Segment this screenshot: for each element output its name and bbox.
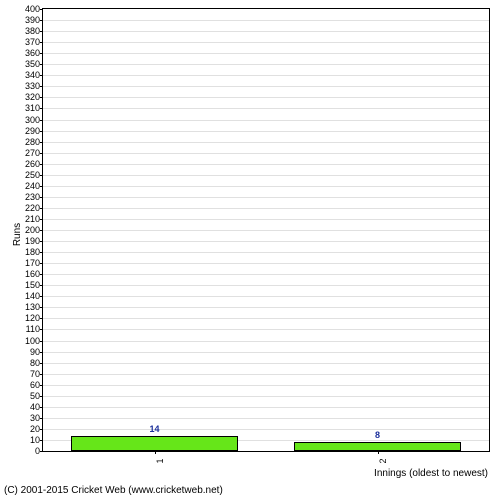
y-tick-label: 60 bbox=[30, 380, 43, 390]
grid-line bbox=[43, 318, 489, 319]
y-tick-label: 140 bbox=[25, 291, 43, 301]
grid-line bbox=[43, 341, 489, 342]
grid-line bbox=[43, 429, 489, 430]
grid-line bbox=[43, 197, 489, 198]
grid-line bbox=[43, 274, 489, 275]
grid-line bbox=[43, 75, 489, 76]
y-tick-label: 10 bbox=[30, 435, 43, 445]
y-tick-label: 260 bbox=[25, 159, 43, 169]
grid-line bbox=[43, 352, 489, 353]
grid-line bbox=[43, 97, 489, 98]
y-tick-label: 30 bbox=[30, 413, 43, 423]
grid-line bbox=[43, 31, 489, 32]
grid-line bbox=[43, 385, 489, 386]
grid-line bbox=[43, 241, 489, 242]
x-tick-mark bbox=[155, 451, 156, 454]
y-tick-label: 130 bbox=[25, 302, 43, 312]
y-tick-label: 340 bbox=[25, 70, 43, 80]
grid-line bbox=[43, 175, 489, 176]
y-tick-label: 320 bbox=[25, 92, 43, 102]
grid-line bbox=[43, 64, 489, 65]
grid-line bbox=[43, 252, 489, 253]
grid-line bbox=[43, 186, 489, 187]
y-tick-label: 70 bbox=[30, 369, 43, 379]
y-tick-label: 20 bbox=[30, 424, 43, 434]
bar bbox=[294, 442, 461, 451]
bar-value-label: 14 bbox=[149, 424, 159, 434]
x-tick-mark bbox=[378, 451, 379, 454]
grid-line bbox=[43, 42, 489, 43]
grid-line bbox=[43, 131, 489, 132]
grid-line bbox=[43, 407, 489, 408]
chart-container: 0102030405060708090100 110120130140150160… bbox=[0, 0, 500, 500]
y-tick-label: 90 bbox=[30, 347, 43, 357]
y-tick-label: 40 bbox=[30, 402, 43, 412]
grid-line bbox=[43, 263, 489, 264]
y-tick-label: 200 bbox=[25, 225, 43, 235]
y-tick-label: 280 bbox=[25, 137, 43, 147]
x-axis-title: Innings (oldest to newest) bbox=[374, 468, 488, 479]
y-axis-title: Runs bbox=[12, 223, 23, 246]
plot-area: 0102030405060708090100110120130140150160… bbox=[42, 8, 490, 452]
y-tick-label: 270 bbox=[25, 148, 43, 158]
grid-line bbox=[43, 20, 489, 21]
y-tick-label: 310 bbox=[25, 103, 43, 113]
y-tick-label: 290 bbox=[25, 126, 43, 136]
y-tick-label: 110 bbox=[26, 324, 43, 334]
y-tick-label: 230 bbox=[25, 192, 43, 202]
y-tick-label: 390 bbox=[25, 15, 43, 25]
grid-line bbox=[43, 374, 489, 375]
grid-line bbox=[43, 208, 489, 209]
grid-line bbox=[43, 219, 489, 220]
y-tick-label: 170 bbox=[25, 258, 43, 268]
y-tick-label: 100 bbox=[25, 336, 43, 346]
y-tick-label: 150 bbox=[25, 280, 43, 290]
grid-line bbox=[43, 86, 489, 87]
grid-line bbox=[43, 230, 489, 231]
y-tick-label: 50 bbox=[30, 391, 43, 401]
grid-line bbox=[43, 418, 489, 419]
y-tick-label: 0 bbox=[35, 446, 43, 456]
grid-line bbox=[43, 285, 489, 286]
y-tick-label: 300 bbox=[25, 115, 43, 125]
grid-line bbox=[43, 164, 489, 165]
grid-line bbox=[43, 296, 489, 297]
grid-line bbox=[43, 142, 489, 143]
y-tick-label: 80 bbox=[30, 358, 43, 368]
copyright-text: (C) 2001-2015 Cricket Web (www.cricketwe… bbox=[4, 485, 223, 496]
y-tick-label: 190 bbox=[25, 236, 43, 246]
y-tick-label: 380 bbox=[25, 26, 43, 36]
y-tick-label: 210 bbox=[25, 214, 43, 224]
x-tick-label: 2 bbox=[378, 458, 388, 463]
y-tick-label: 330 bbox=[25, 81, 43, 91]
y-tick-label: 400 bbox=[25, 4, 43, 14]
y-tick-label: 180 bbox=[25, 247, 43, 257]
grid-line bbox=[43, 329, 489, 330]
grid-line bbox=[43, 53, 489, 54]
y-tick-label: 160 bbox=[25, 269, 43, 279]
grid-line bbox=[43, 396, 489, 397]
y-tick-label: 240 bbox=[25, 181, 43, 191]
y-tick-label: 120 bbox=[25, 313, 43, 323]
bar bbox=[71, 436, 238, 451]
grid-line bbox=[43, 153, 489, 154]
y-tick-label: 250 bbox=[25, 170, 43, 180]
grid-line bbox=[43, 120, 489, 121]
grid-line bbox=[43, 108, 489, 109]
y-tick-label: 370 bbox=[25, 37, 43, 47]
y-tick-label: 360 bbox=[25, 48, 43, 58]
bar-value-label: 8 bbox=[375, 430, 380, 440]
y-tick-label: 350 bbox=[25, 59, 43, 69]
x-tick-label: 1 bbox=[155, 458, 165, 463]
grid-line bbox=[43, 363, 489, 364]
y-tick-label: 220 bbox=[25, 203, 43, 213]
grid-line bbox=[43, 307, 489, 308]
